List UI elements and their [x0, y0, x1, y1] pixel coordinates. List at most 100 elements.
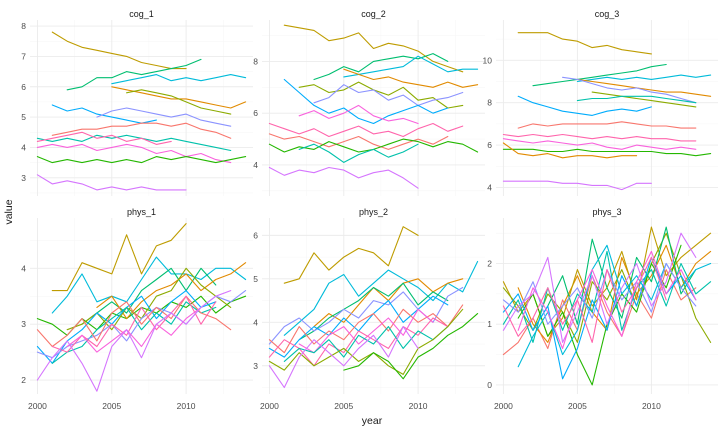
facet-panel-phys_1: phys_1 2 3 4 2000 2005 2010 — [21, 207, 253, 411]
series-line — [313, 84, 464, 106]
series-line — [66, 58, 202, 91]
y-tick-label: 4 — [21, 142, 26, 152]
facet-panel-phys_2: phys_2 3 4 5 6 2000 2005 2010 — [253, 207, 485, 411]
y-tick-label: 4 — [253, 160, 258, 170]
x-tick-label: 2010 — [642, 401, 661, 411]
series-line — [283, 260, 479, 336]
x-tick-label: 2010 — [177, 401, 196, 411]
x-tick-label: 2000 — [494, 401, 513, 411]
series-line — [591, 91, 697, 108]
series-line — [283, 326, 449, 362]
y-tick-label: 4 — [487, 183, 492, 193]
series-line — [81, 267, 217, 325]
series-line — [517, 121, 697, 129]
x-axis-title: year — [362, 415, 383, 427]
x-tick-label: 2000 — [28, 401, 47, 411]
series-line — [96, 107, 232, 127]
facet-panel-cog_1: cog_1 3 4 5 6 7 8 — [21, 9, 253, 196]
facet-strip-label: phys_1 — [127, 207, 156, 217]
series-line — [268, 133, 449, 150]
y-tick-label: 10 — [483, 55, 493, 65]
series-line — [313, 53, 449, 81]
series-line — [343, 313, 479, 380]
series-line — [36, 134, 232, 152]
y-tick-label: 4 — [21, 263, 26, 273]
series-line — [283, 24, 464, 73]
series-line — [283, 78, 449, 125]
series-line — [126, 89, 232, 115]
series-line — [502, 138, 697, 150]
series-line — [51, 295, 217, 353]
y-tick-label: 2 — [487, 259, 492, 269]
series-line — [517, 250, 697, 350]
series-line — [51, 122, 232, 139]
series-line — [502, 232, 712, 343]
series-line — [268, 326, 419, 389]
series-line — [576, 78, 712, 97]
series-line — [298, 104, 419, 125]
series-line — [502, 256, 667, 343]
y-tick-label: 5 — [253, 274, 258, 284]
facet-strip-label: cog_1 — [129, 9, 154, 19]
y-tick-label: 7 — [21, 51, 26, 61]
series-line — [532, 63, 667, 87]
series-line — [502, 180, 652, 191]
series-line — [66, 306, 202, 353]
series-line — [36, 143, 232, 164]
facet-panel-phys_3: phys_3 0 1 2 2000 2005 2010 — [487, 207, 718, 411]
series-line — [268, 304, 464, 354]
series-line — [502, 148, 712, 157]
series-line — [51, 31, 187, 70]
y-axis-title: value — [3, 199, 15, 224]
y-tick-label: 5 — [21, 112, 26, 122]
series-line — [298, 308, 434, 354]
series-line — [111, 74, 247, 85]
series-line — [51, 256, 247, 314]
y-tick-label: 8 — [253, 56, 258, 66]
series-line — [268, 122, 464, 138]
y-tick-label: 3 — [21, 319, 26, 329]
x-tick-label: 2005 — [102, 401, 121, 411]
y-tick-label: 6 — [21, 82, 26, 92]
x-tick-label: 2005 — [568, 401, 587, 411]
y-tick-label: 0 — [487, 380, 492, 390]
facet-strip-label: phys_2 — [359, 207, 388, 217]
facet-panel-cog_3: cog_3 4 6 8 10 — [483, 9, 718, 196]
series-line — [517, 32, 652, 55]
y-tick-label: 6 — [487, 140, 492, 150]
series-line — [51, 223, 187, 292]
y-tick-label: 8 — [21, 21, 26, 31]
series-line — [268, 138, 479, 153]
series-line — [517, 244, 682, 386]
series-line — [298, 143, 419, 163]
series-line — [343, 68, 479, 88]
series-line — [36, 174, 187, 191]
y-tick-label: 4 — [253, 317, 258, 327]
series-line — [502, 142, 638, 159]
series-line — [51, 301, 217, 364]
series-line — [576, 95, 697, 104]
series-line — [51, 104, 157, 124]
series-line — [517, 95, 652, 116]
series-line — [36, 156, 247, 164]
x-tick-label: 2000 — [260, 401, 279, 411]
y-tick-label: 8 — [487, 98, 492, 108]
series-line — [298, 282, 449, 341]
y-tick-label: 3 — [21, 173, 26, 183]
series-line — [343, 55, 479, 78]
x-tick-label: 2005 — [334, 401, 353, 411]
series-line — [36, 131, 172, 145]
facet-panel-cog_2: cog_2 4 6 8 — [253, 9, 485, 196]
series-line — [111, 86, 247, 109]
series-line — [268, 166, 419, 189]
y-tick-label: 2 — [21, 375, 26, 385]
series-line — [502, 133, 697, 142]
y-tick-label: 6 — [253, 108, 258, 118]
y-tick-label: 3 — [253, 361, 258, 371]
y-tick-label: 6 — [253, 230, 258, 240]
series-line — [283, 226, 419, 284]
x-tick-label: 2010 — [409, 401, 428, 411]
facet-strip-label: cog_2 — [361, 9, 386, 19]
series-line — [576, 74, 712, 83]
